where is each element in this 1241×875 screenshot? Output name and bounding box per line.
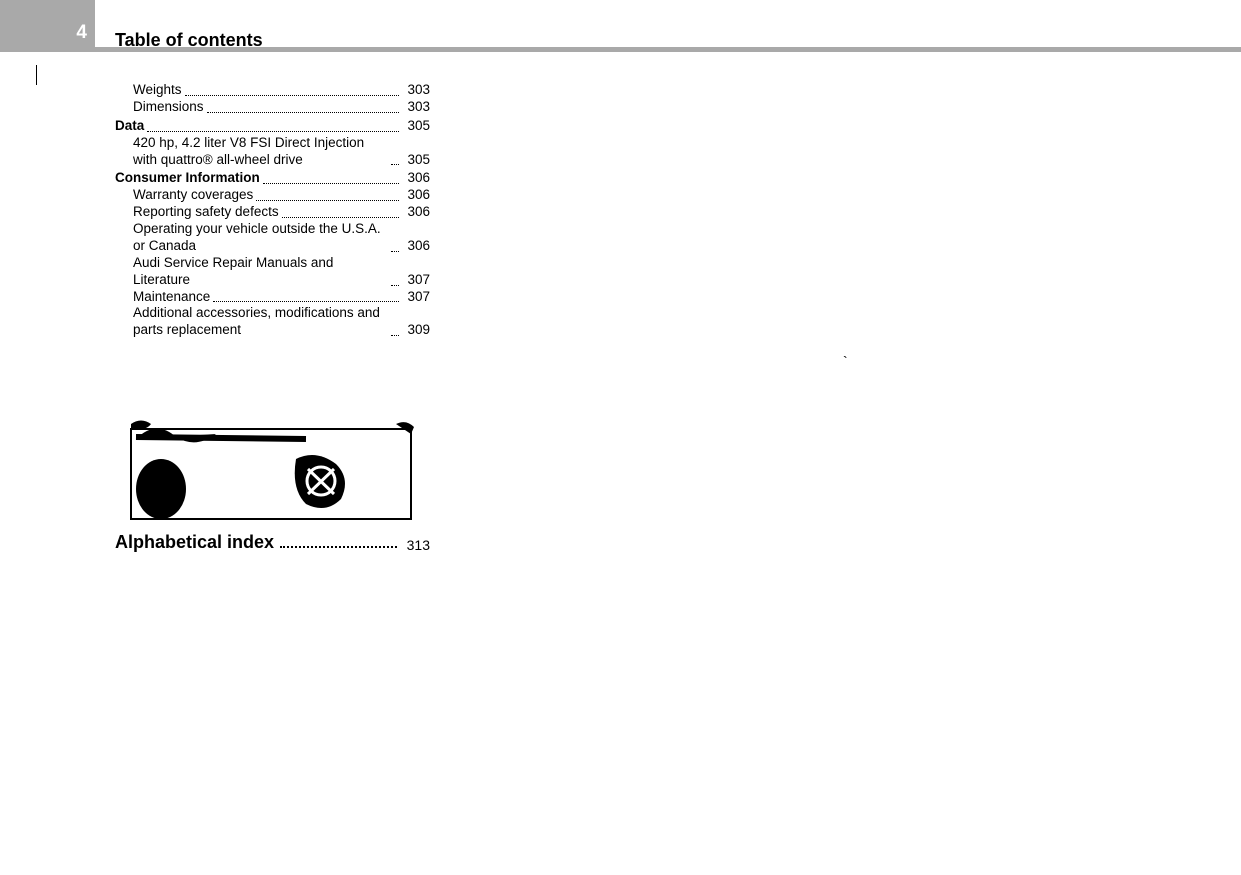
toc-item-row: Operating your vehicle outside the U.S.A…: [115, 221, 430, 255]
toc-item-row: Audi Service Repair Manuals and Literatu…: [115, 255, 430, 289]
stray-mark: `: [843, 353, 848, 369]
toc-item-row: Reporting safety defects 306: [115, 204, 430, 221]
dots-leader: [147, 131, 399, 132]
toc-item-label: Warranty coverages: [133, 187, 253, 204]
toc-group: Consumer Information306Warranty coverage…: [115, 170, 430, 339]
alpha-index-label: Alphabetical index: [115, 532, 274, 553]
toc-item-row: Maintenance 307: [115, 289, 430, 306]
toc-item-page: 307: [401, 289, 430, 306]
toc-item-row: Additional accessories, modifications an…: [115, 305, 430, 339]
dots-leader: [391, 335, 399, 336]
toc-section-row: Consumer Information 306: [115, 170, 430, 187]
alpha-index-row: Alphabetical index 313: [115, 532, 430, 553]
dots-leader: [391, 285, 399, 286]
toc-item-label: Dimensions: [133, 99, 204, 116]
toc-item-page: 305: [401, 152, 430, 169]
toc-section-row: Data 305: [115, 118, 430, 135]
dots-leader: [213, 301, 399, 302]
dots-leader: [391, 251, 399, 252]
toc-section-label: Consumer Information: [115, 170, 260, 187]
toc-item-row: Dimensions 303: [115, 99, 430, 116]
toc-item-row: Warranty coverages 306: [115, 187, 430, 204]
page-title: Table of contents: [115, 30, 263, 51]
toc-item-label: Operating your vehicle outside the U.S.A…: [133, 221, 388, 255]
toc-item-page: 306: [401, 204, 430, 221]
page-number-block: 4: [0, 0, 95, 52]
alpha-index-page: 313: [401, 537, 430, 553]
dots-leader: [207, 112, 400, 113]
cursor-mark: [36, 65, 37, 85]
toc-item-page: 306: [401, 187, 430, 204]
index-illustration: [115, 408, 425, 528]
toc-item-label: 420 hp, 4.2 liter V8 FSI Direct Injectio…: [133, 135, 388, 169]
toc-section-page: 306: [401, 170, 430, 187]
dots-leader: [256, 200, 399, 201]
header-divider: [95, 47, 1241, 52]
toc-item-page: 307: [401, 272, 430, 289]
dots-leader: [282, 217, 400, 218]
toc-item-row: 420 hp, 4.2 liter V8 FSI Direct Injectio…: [115, 135, 430, 169]
dots-leader: [185, 95, 400, 96]
toc-section-page: 305: [401, 118, 430, 135]
dots-leader: [263, 183, 400, 184]
dots-leader: [280, 546, 397, 548]
toc-item-label: Maintenance: [133, 289, 210, 306]
toc-item-label: Additional accessories, modifications an…: [133, 305, 388, 339]
toc-group: Weights 303 Dimensions 303: [115, 82, 430, 116]
toc-item-page: 309: [401, 322, 430, 339]
toc-column: Weights 303 Dimensions 303 Data 305 420 hp, 4.…: [115, 82, 430, 341]
toc-group: Data 305 420 hp, 4.2 liter V8 FSI Direct I…: [115, 118, 430, 169]
toc-item-label: Audi Service Repair Manuals and Literatu…: [133, 255, 388, 289]
toc-item-page: 303: [401, 82, 430, 99]
toc-item-label: Reporting safety defects: [133, 204, 279, 221]
page-number: 4: [76, 22, 87, 44]
alphabetical-index-block: Alphabetical index 313: [115, 408, 430, 553]
toc-item-page: 306: [401, 238, 430, 255]
toc-section-label: Data: [115, 118, 144, 135]
toc-item-label: Weights: [133, 82, 182, 99]
toc-item-row: Weights 303: [115, 82, 430, 99]
dots-leader: [391, 164, 399, 165]
toc-item-page: 303: [401, 99, 430, 116]
